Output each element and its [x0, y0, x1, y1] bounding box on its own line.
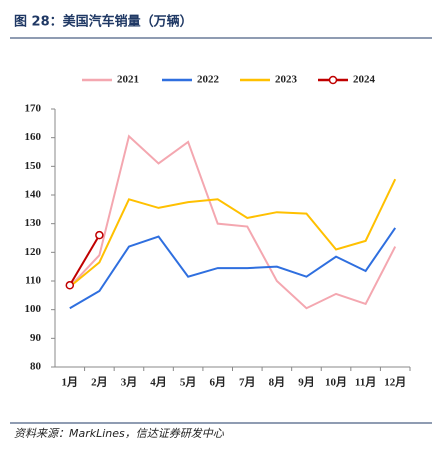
- legend-label: 2022: [197, 74, 220, 86]
- y-tick-label: 160: [25, 131, 42, 143]
- y-tick-label: 130: [25, 217, 42, 229]
- legend-label: 2024: [353, 74, 376, 86]
- y-tick-label: 140: [25, 189, 42, 201]
- x-tick-label: 9月: [298, 376, 315, 389]
- y-tick-label: 120: [25, 246, 42, 258]
- source: 资料来源：MarkLines，信达证券研发中心: [14, 427, 225, 440]
- x-tick-label: 1月: [62, 376, 79, 389]
- y-tick-label: 110: [25, 275, 41, 287]
- x-tick-label: 10月: [325, 376, 347, 389]
- x-tick-label: 7月: [239, 376, 256, 389]
- series-line: [69, 134, 397, 310]
- y-tick-label: 90: [30, 332, 42, 344]
- legend-label: 2021: [117, 74, 139, 86]
- x-tick-label: 4月: [150, 376, 167, 389]
- x-tick-label: 6月: [209, 376, 226, 389]
- point-marker: [95, 230, 104, 240]
- y-tick-label: 100: [25, 303, 42, 315]
- y-tick-label: 80: [30, 361, 42, 373]
- legend-label: 2023: [275, 74, 298, 86]
- legend-marker: [328, 75, 338, 85]
- x-tick-label: 11月: [355, 376, 376, 389]
- x-tick-label: 5月: [180, 376, 197, 389]
- x-tick-label: 2月: [91, 376, 108, 389]
- point-marker: [65, 281, 75, 290]
- x-tick-label: 8月: [269, 376, 286, 389]
- y-tick-label: 170: [25, 103, 42, 115]
- chart-title: 图 28：美国汽车销量（万辆）: [14, 14, 193, 30]
- series-line: [69, 178, 397, 288]
- x-tick-label: 12月: [384, 376, 406, 389]
- x-tick-label: 3月: [121, 376, 138, 389]
- series-line: [69, 227, 397, 310]
- y-tick-label: 150: [25, 160, 42, 172]
- series-line: [68, 234, 101, 286]
